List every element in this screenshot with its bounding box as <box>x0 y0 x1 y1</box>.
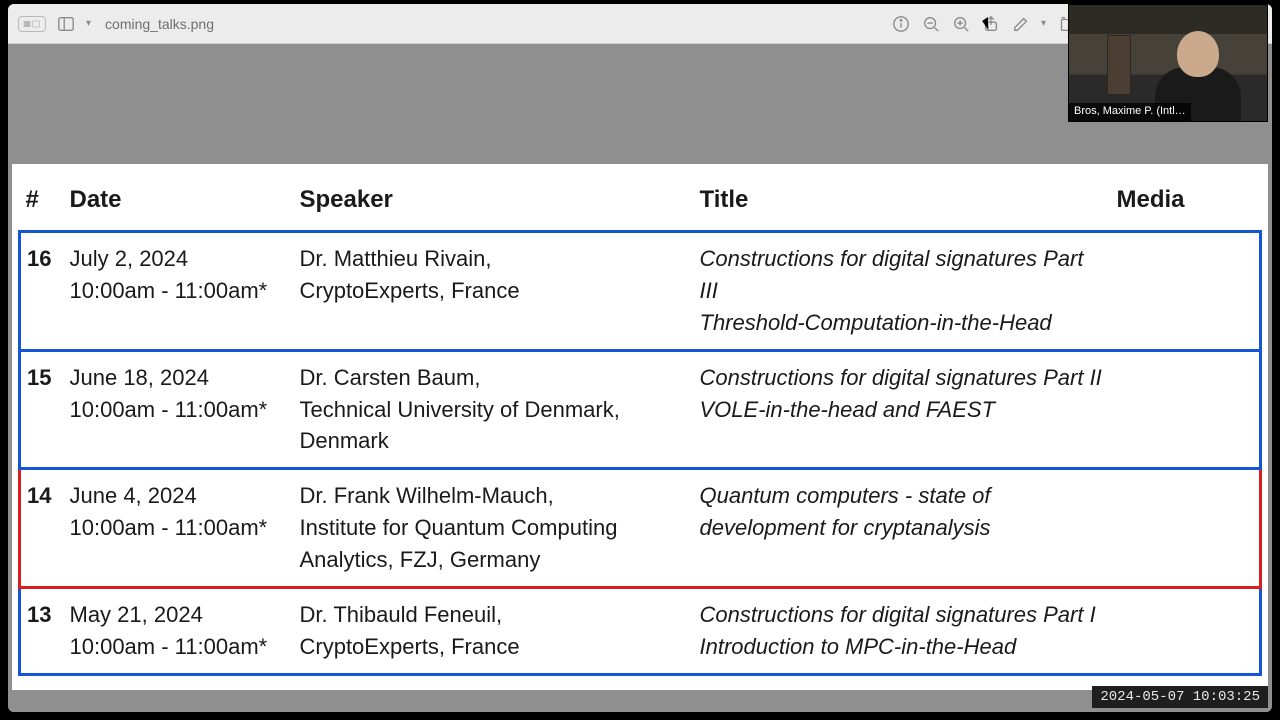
cell-num: 16 <box>20 232 64 351</box>
cell-speaker: Dr. Frank Wilhelm-Mauch,Institute for Qu… <box>294 469 694 588</box>
recording-timestamp: 2024-05-07 10:03:25 <box>1092 686 1268 708</box>
cell-speaker: Dr. Carsten Baum,Technical University of… <box>294 350 694 469</box>
col-header-date: Date <box>64 182 294 232</box>
col-header-speaker: Speaker <box>294 182 694 232</box>
zoom-in-icon[interactable] <box>951 14 971 34</box>
table-row: 14June 4, 202410:00am - 11:00am*Dr. Fran… <box>20 469 1261 588</box>
table-row: 15June 18, 202410:00am - 11:00am*Dr. Car… <box>20 350 1261 469</box>
col-header-title: Title <box>694 182 1111 232</box>
chevron-down-icon[interactable]: ▾ <box>1041 18 1046 29</box>
cell-speaker: Dr. Thibauld Feneuil,CryptoExperts, Fran… <box>294 588 694 675</box>
preview-window: ▾ coming_talks.png ▾ <box>8 4 1272 712</box>
cell-date: May 21, 202410:00am - 11:00am* <box>64 588 294 675</box>
cell-num: 13 <box>20 588 64 675</box>
cell-date: June 18, 202410:00am - 11:00am* <box>64 350 294 469</box>
cell-date: July 2, 202410:00am - 11:00am* <box>64 232 294 351</box>
sidebar-icon[interactable] <box>56 14 76 34</box>
cell-media <box>1111 469 1261 588</box>
cell-num: 14 <box>20 469 64 588</box>
participant-name-label: Bros, Maxime P. (Intl… <box>1069 103 1191 121</box>
table-row: 16July 2, 202410:00am - 11:00am*Dr. Matt… <box>20 232 1261 351</box>
cell-title: Constructions for digital signatures Par… <box>694 588 1111 675</box>
zoom-out-icon[interactable] <box>921 14 941 34</box>
cell-title: Quantum computers - state ofdevelopment … <box>694 469 1111 588</box>
window-controls-icon[interactable] <box>18 16 46 32</box>
col-header-media: Media <box>1111 182 1261 232</box>
chevron-down-icon[interactable]: ▾ <box>86 18 91 29</box>
cell-speaker: Dr. Matthieu Rivain,CryptoExperts, Franc… <box>294 232 694 351</box>
talks-table: # Date Speaker Title Media 16July 2, 202… <box>18 182 1262 676</box>
info-icon[interactable] <box>891 14 911 34</box>
col-header-num: # <box>20 182 64 232</box>
image-sheet: # Date Speaker Title Media 16July 2, 202… <box>12 164 1268 690</box>
cell-date: June 4, 202410:00am - 11:00am* <box>64 469 294 588</box>
markup-icon[interactable] <box>1011 14 1031 34</box>
cell-title: Constructions for digital signatures Par… <box>694 232 1111 351</box>
participant-silhouette-head <box>1177 31 1219 77</box>
cell-media <box>1111 232 1261 351</box>
video-bg-door <box>1107 35 1131 95</box>
table-row: 13May 21, 202410:00am - 11:00am*Dr. Thib… <box>20 588 1261 675</box>
file-name: coming_talks.png <box>105 16 214 32</box>
viewer-content: # Date Speaker Title Media 16July 2, 202… <box>8 44 1272 712</box>
table-header-row: # Date Speaker Title Media <box>20 182 1261 232</box>
cell-media <box>1111 350 1261 469</box>
cell-num: 15 <box>20 350 64 469</box>
cell-media <box>1111 588 1261 675</box>
cell-title: Constructions for digital signatures Par… <box>694 350 1111 469</box>
video-participant-thumbnail[interactable]: Bros, Maxime P. (Intl… <box>1068 4 1268 122</box>
